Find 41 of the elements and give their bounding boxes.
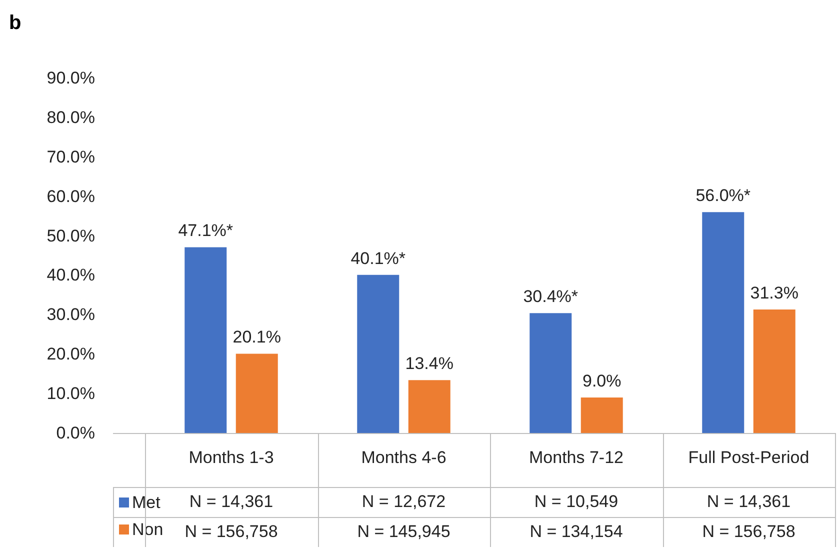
data-label: 9.0% xyxy=(582,372,622,390)
data-label: 47.1%* xyxy=(178,221,234,240)
legend-label: Non xyxy=(132,520,164,539)
text: N = 134,154 xyxy=(528,521,624,543)
x-tick-label: Months 7-12 xyxy=(529,448,624,467)
y-tick-label: 70.0% xyxy=(46,147,95,166)
y-tick-label: 50.0% xyxy=(46,226,95,246)
y-tick-label: 80.0% xyxy=(46,108,95,127)
y-tick-label: 20.0% xyxy=(46,344,95,364)
x-tick-label: Full Post-Period xyxy=(688,448,810,467)
bar xyxy=(753,310,796,433)
data-label: 40.1%* xyxy=(350,248,406,268)
bar xyxy=(236,354,278,433)
y-tick-label: 40.0% xyxy=(46,266,95,285)
text: N = 145,945 xyxy=(356,521,452,543)
y-tick-label: 0.0% xyxy=(56,424,95,442)
text: N = 156,758 xyxy=(701,521,796,543)
text: N = 10,549 xyxy=(533,491,620,513)
bar xyxy=(530,313,572,433)
data-label: 13.4% xyxy=(405,354,454,374)
data-label: 56.0%* xyxy=(696,186,751,206)
bar xyxy=(580,398,623,433)
y-tick-label: 30.0% xyxy=(46,305,95,324)
data-label: 20.1% xyxy=(232,328,281,347)
x-tick-label: Months 1-3 xyxy=(188,448,274,467)
text: N = 14,361 xyxy=(189,492,274,511)
chart-title: b xyxy=(9,12,22,34)
text: N = 14,361 xyxy=(706,491,792,513)
y-tick-label: 10.0% xyxy=(46,384,95,404)
data-label: 30.4%* xyxy=(523,287,578,306)
data-label: 31.3% xyxy=(750,284,798,303)
text: N = 12,672 xyxy=(360,491,447,513)
bar xyxy=(702,212,744,433)
bar xyxy=(357,274,400,433)
legend-label: Met xyxy=(132,493,161,512)
y-tick-label: 90.0% xyxy=(46,68,95,88)
bar xyxy=(408,380,450,433)
text: N = 156,758 xyxy=(184,522,278,541)
x-tick-label: Months 4-6 xyxy=(361,448,446,467)
y-tick-label: 60.0% xyxy=(46,186,95,206)
bar xyxy=(184,247,227,433)
